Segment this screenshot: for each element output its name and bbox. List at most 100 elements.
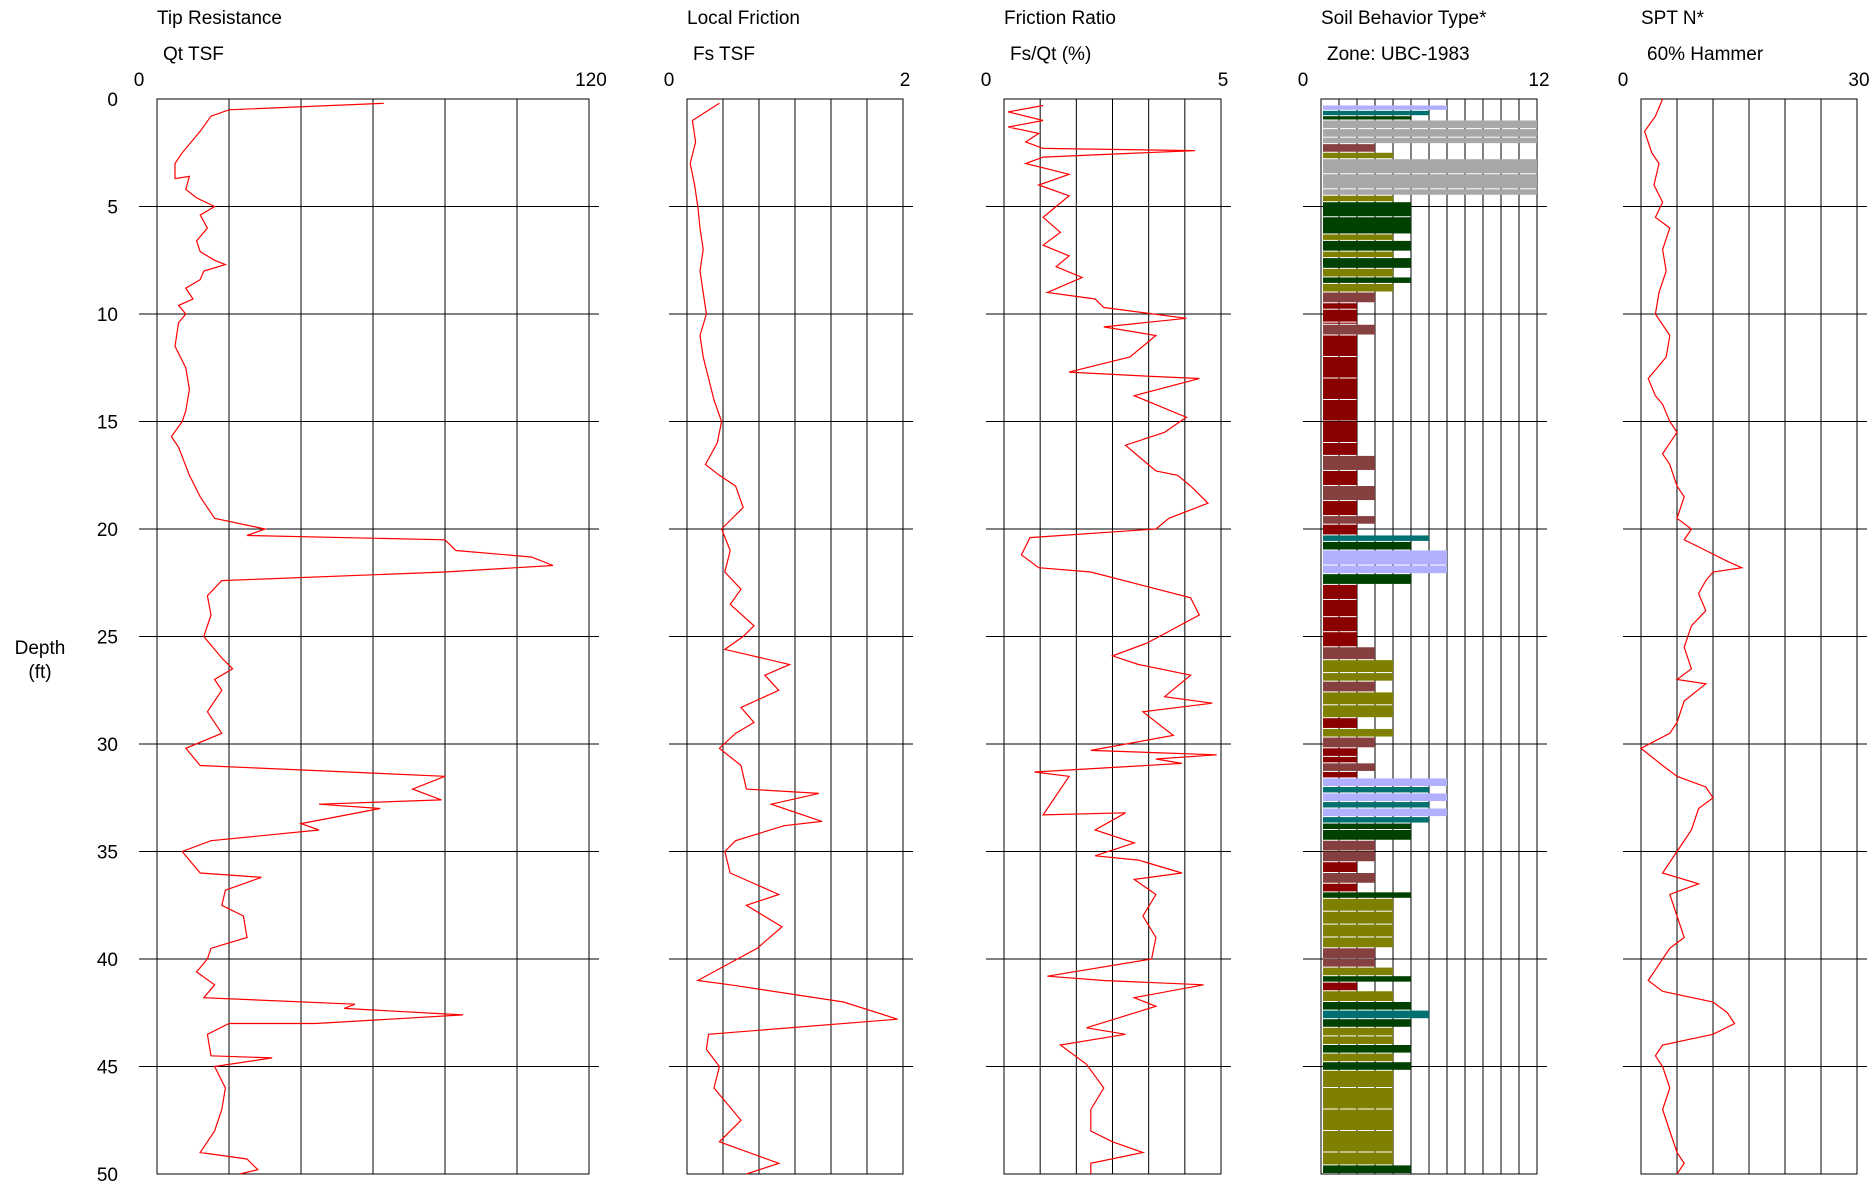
- soil-zone-bar: [1323, 1053, 1393, 1062]
- depth-axis-unit: (ft): [28, 662, 51, 683]
- soil-zone-bar: [1323, 159, 1537, 174]
- soil-zone-bar: [1323, 535, 1429, 541]
- panel-subtitle: Zone: UBC-1983: [1327, 44, 1470, 65]
- soil-zone-bar: [1323, 937, 1393, 948]
- depth-tick-label: 10: [97, 305, 118, 326]
- soil-zone-bar: [1323, 1070, 1393, 1087]
- soil-zone-bar: [1323, 105, 1447, 110]
- soil-zone-bar: [1323, 873, 1375, 883]
- soil-zone-bar: [1323, 110, 1429, 116]
- soil-zone-bar: [1323, 976, 1411, 982]
- soil-zone-bar: [1323, 660, 1393, 673]
- x-tick-label: 0: [664, 70, 675, 91]
- soil-zone-bar: [1323, 787, 1429, 793]
- soil-zone-bar: [1323, 1109, 1393, 1130]
- soil-zone-bar: [1323, 728, 1393, 737]
- soil-zone-bar: [1323, 1045, 1411, 1053]
- x-tick-label: 120: [575, 70, 607, 91]
- soil-zone-bar: [1323, 948, 1375, 958]
- data-trace: [1639, 98, 1744, 1175]
- soil-zone-bar: [1323, 195, 1393, 202]
- x-tick-label: 12: [1528, 70, 1549, 91]
- soil-zone-bar: [1323, 991, 1393, 1001]
- panel-1: Tip Resistance Qt TSF 0 120: [134, 8, 607, 1175]
- panel-3: Friction Ratio Fs/Qt (%) 0 5: [981, 8, 1231, 1175]
- panel-subtitle: 60% Hammer: [1647, 44, 1764, 65]
- x-tick-label: 2: [900, 70, 911, 91]
- soil-zone-bar: [1323, 470, 1357, 485]
- panel-title: Soil Behavior Type*: [1321, 8, 1487, 29]
- panel-title: Local Friction: [687, 8, 800, 29]
- soil-zone-bar: [1323, 189, 1537, 195]
- soil-zone-bar: [1323, 455, 1375, 470]
- depth-tick-label: 30: [97, 735, 118, 756]
- soil-zone-bar: [1323, 524, 1357, 535]
- depth-tick-label: 15: [97, 413, 118, 434]
- soil-zone-bar: [1323, 129, 1537, 137]
- soil-zone-bar: [1323, 144, 1375, 152]
- soil-zone-bar: [1323, 574, 1411, 584]
- soil-zone-bar: [1323, 251, 1393, 258]
- depth-tick-label: 20: [97, 520, 118, 541]
- soil-zone-bar: [1323, 898, 1393, 911]
- depth-tick-label: 45: [97, 1058, 118, 1079]
- depth-tick-label: 5: [107, 198, 118, 219]
- soil-zone-bar: [1323, 1027, 1393, 1036]
- soil-zone-bar: [1323, 174, 1537, 189]
- soil-zone-bar: [1323, 501, 1357, 516]
- soil-zone-bar: [1323, 599, 1357, 617]
- soil-zone-bar: [1323, 202, 1411, 217]
- soil-zone-bar: [1323, 959, 1375, 967]
- soil-zone-bar: [1323, 292, 1375, 303]
- soil-zone-bar: [1323, 335, 1357, 356]
- soil-zone-bar: [1323, 718, 1357, 728]
- soil-zone-bar: [1323, 277, 1411, 283]
- soil-zone-bar: [1323, 152, 1393, 159]
- soil-zone-bar: [1323, 309, 1357, 322]
- soil-zone-bar: [1323, 443, 1357, 455]
- soil-zone-bar: [1323, 748, 1357, 756]
- depth-axis-label: Depth: [15, 638, 66, 659]
- soil-zone-bar: [1323, 705, 1393, 718]
- soil-zone-bar: [1323, 763, 1375, 771]
- soil-zone-bar: [1323, 617, 1357, 632]
- depth-tick-label: 25: [97, 628, 118, 649]
- soil-zone-bar: [1323, 1019, 1411, 1027]
- soil-zone-bar: [1323, 268, 1393, 277]
- soil-zone-bar: [1323, 116, 1411, 120]
- soil-zone-bar: [1323, 1165, 1411, 1173]
- soil-zone-bar: [1323, 516, 1375, 524]
- x-tick-label: 0: [134, 70, 145, 91]
- soil-zone-bar: [1323, 808, 1447, 817]
- soil-zone-bar: [1323, 322, 1357, 324]
- soil-zone-bar: [1323, 421, 1357, 442]
- soil-zone-bar: [1323, 120, 1537, 129]
- panel-5: SPT N* 60% Hammer 0 30: [1618, 8, 1870, 1175]
- soil-zone-bar: [1323, 771, 1357, 778]
- soil-zone-bar: [1323, 541, 1411, 550]
- soil-zone-bar: [1323, 137, 1537, 144]
- depth-tick-label: 0: [107, 90, 118, 111]
- soil-zone-bar: [1323, 924, 1393, 937]
- soil-zone-bar: [1323, 830, 1411, 840]
- soil-zone-bar: [1323, 778, 1447, 786]
- depth-tick-label: 50: [97, 1165, 118, 1182]
- soil-zone-bar: [1323, 862, 1357, 872]
- depth-tick-label: 35: [97, 843, 118, 864]
- soil-zone-bar: [1323, 737, 1375, 748]
- soil-zone-bar: [1323, 632, 1357, 647]
- soil-zone-bar: [1323, 883, 1357, 892]
- soil-zone-bar: [1323, 240, 1411, 251]
- soil-zone-bar: [1323, 1131, 1393, 1152]
- data-trace: [1008, 104, 1217, 1174]
- panel-2: Local Friction Fs TSF 0 2: [664, 8, 913, 1175]
- soil-zone-bar: [1323, 1152, 1393, 1165]
- soil-zone-bar: [1323, 1062, 1411, 1070]
- depth-tick-label: 40: [97, 950, 118, 971]
- data-trace: [170, 102, 554, 1175]
- x-tick-label: 0: [981, 70, 992, 91]
- panel-subtitle: Qt TSF: [163, 44, 224, 65]
- soil-zone-bar: [1323, 840, 1375, 851]
- soil-zone-bar: [1323, 817, 1429, 823]
